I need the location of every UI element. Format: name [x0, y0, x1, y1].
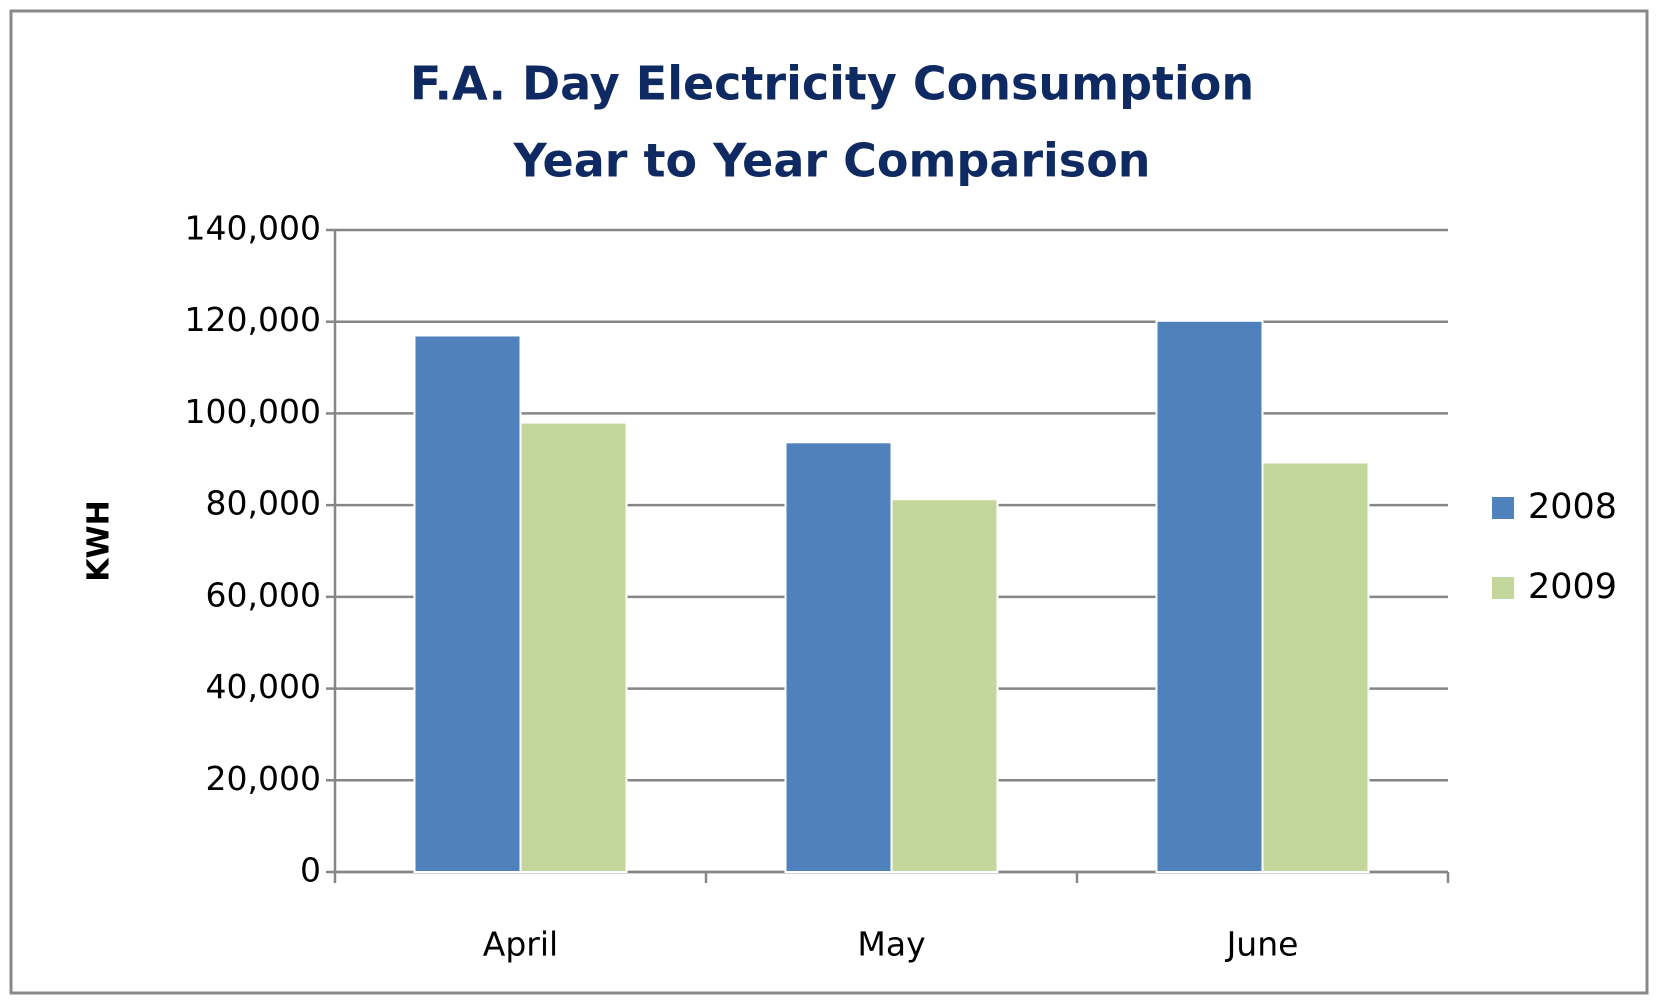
y-axis-label: KWH [82, 500, 117, 581]
legend-swatch [1492, 577, 1514, 599]
bar [413, 334, 522, 873]
x-tick-label: June [1225, 925, 1299, 964]
bar [1261, 461, 1370, 873]
chart-title: Year to Year Comparison [512, 134, 1150, 188]
bar [519, 421, 628, 873]
bar [890, 498, 999, 873]
chart-title: F.A. Day Electricity Consumption [410, 57, 1254, 111]
y-tick-label: 120,000 [185, 300, 321, 339]
legend-swatch [1492, 497, 1514, 519]
legend-label: 2009 [1528, 567, 1617, 607]
y-tick-label: 100,000 [185, 392, 321, 431]
bar [784, 441, 893, 873]
y-tick-label: 140,000 [185, 209, 321, 248]
x-tick-label: April [483, 925, 558, 964]
x-tick-label: May [857, 925, 925, 964]
legend-label: 2008 [1528, 487, 1617, 527]
y-tick-label: 0 [300, 851, 321, 890]
bar [1155, 319, 1264, 874]
y-tick-label: 40,000 [206, 667, 321, 706]
y-tick-label: 80,000 [206, 484, 321, 523]
y-tick-label: 20,000 [206, 759, 321, 798]
y-tick-label: 60,000 [206, 575, 321, 614]
